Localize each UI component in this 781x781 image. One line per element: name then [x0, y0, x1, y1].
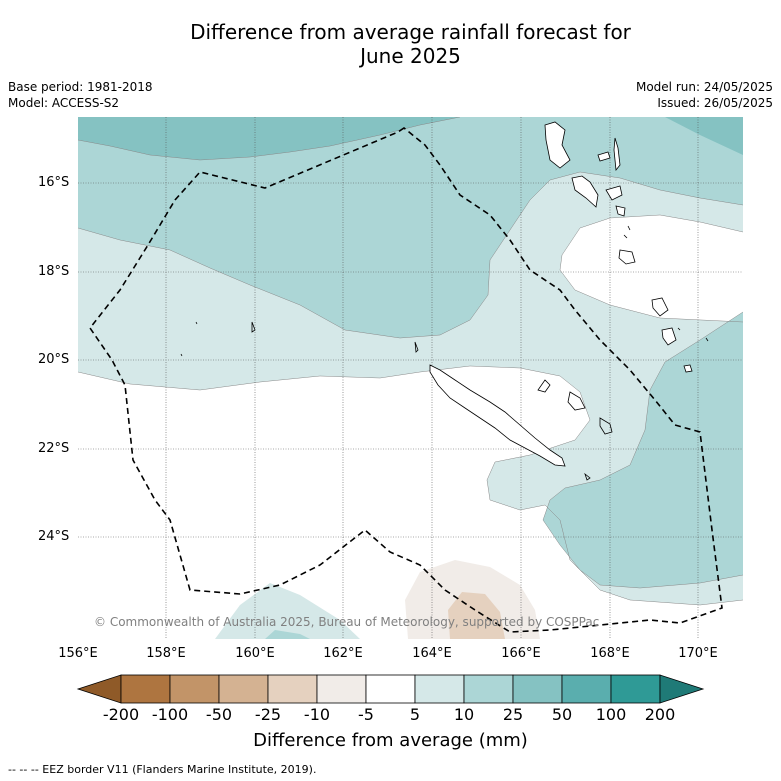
- lat-label-22s: 22°S: [38, 441, 70, 456]
- colorbar-tick-label: -5: [358, 705, 374, 724]
- contour-25-50-northeast: [665, 117, 743, 155]
- lon-label-164e: 164°E: [412, 646, 452, 661]
- colorbar-tick-label: -10: [303, 705, 331, 724]
- chart-title: Difference from average rainfall forecas…: [0, 20, 781, 68]
- contour-25-50-north: [78, 117, 460, 160]
- lon-label-156e: 156°E: [58, 646, 98, 661]
- colorbar-segment: [120, 674, 171, 704]
- contour-10-25-south-inner: [265, 630, 310, 639]
- title-line-2: June 2025: [360, 44, 461, 68]
- lon-label-160e: 160°E: [235, 646, 275, 661]
- contour-10-25-southeast: [543, 312, 743, 588]
- colorbar: [76, 674, 705, 704]
- base-period: Base period: 1981-2018: [8, 80, 153, 94]
- small-islets: [180, 321, 591, 481]
- graticule: [78, 117, 743, 639]
- colorbar-segment: [316, 674, 367, 704]
- lon-label-168e: 168°E: [590, 646, 630, 661]
- contour-neutral-central: [78, 366, 743, 639]
- lat-label-18s: 18°S: [38, 264, 70, 279]
- colorbar-segment: [267, 674, 318, 704]
- eez-border: [89, 127, 723, 633]
- colorbar-segment: [512, 674, 563, 704]
- colorbar-tick-label: 10: [453, 705, 475, 724]
- colorbar-segment: [365, 674, 416, 704]
- lat-label-24s: 24°S: [38, 529, 70, 544]
- colorbar-tick-label: 5: [409, 705, 421, 724]
- colorbar-segment: [610, 674, 661, 704]
- model-name: Model: ACCESS-S2: [8, 96, 120, 110]
- colorbar-tick-label: 25: [502, 705, 524, 724]
- colorbar-extend-low: [76, 674, 122, 704]
- contour-10-25-north: [78, 117, 743, 338]
- colorbar-segment: [463, 674, 514, 704]
- lon-label-158e: 158°E: [146, 646, 186, 661]
- colorbar-extend-high: [659, 674, 705, 704]
- contour-neutral-east: [560, 215, 743, 322]
- colorbar-tick-label: 200: [644, 705, 676, 724]
- colorbar-tick-label: -25: [254, 705, 282, 724]
- issued-date: Issued: 26/05/2025: [657, 96, 773, 110]
- eez-footnote: -- -- -- EEZ border V11 (Flanders Marine…: [8, 763, 317, 776]
- lon-label-166e: 166°E: [501, 646, 541, 661]
- lon-label-170e: 170°E: [678, 646, 718, 661]
- colorbar-tick-label: -50: [205, 705, 233, 724]
- map-area: [78, 117, 743, 639]
- lat-label-16s: 16°S: [38, 175, 70, 190]
- contour-dry-medium: [448, 592, 505, 639]
- lon-label-162e: 162°E: [323, 646, 363, 661]
- model-run: Model run: 24/05/2025: [635, 80, 773, 94]
- title-line-1: Difference from average rainfall forecas…: [190, 20, 631, 44]
- contour-10-25-south: [215, 583, 360, 639]
- colorbar-segment: [169, 674, 220, 704]
- colorbar-tick-label: 100: [595, 705, 627, 724]
- meta-right: Model run: 24/05/2025 Issued: 26/05/2025: [636, 79, 773, 111]
- colorbar-segment: [218, 674, 269, 704]
- colorbar-title: Difference from average (mm): [253, 730, 528, 751]
- meta-left: Base period: 1981-2018 Model: ACCESS-S2: [8, 79, 153, 111]
- copyright-notice: © Commonwealth of Australia 2025, Bureau…: [94, 615, 600, 629]
- loyalty-islands: [537, 379, 613, 435]
- new-caledonia-island: [429, 364, 566, 467]
- colorbar-tick-label: 50: [551, 705, 573, 724]
- colorbar-segment: [414, 674, 465, 704]
- vanuatu-islands: [544, 121, 709, 373]
- lat-label-20s: 20°S: [38, 352, 70, 367]
- colorbar-tick-label: -100: [151, 705, 189, 724]
- colorbar-segment: [561, 674, 612, 704]
- colorbar-tick-label: -200: [102, 705, 140, 724]
